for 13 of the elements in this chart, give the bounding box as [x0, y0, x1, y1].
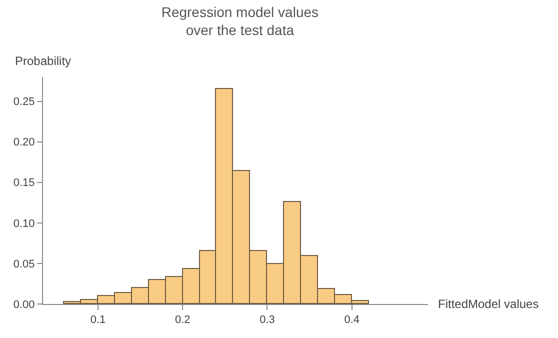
x-tick-label: 0.1 [90, 314, 106, 326]
x-tick-label: 0.4 [344, 314, 360, 326]
y-tick-label: 0.15 [13, 177, 35, 190]
y-tick-label: 0.20 [13, 136, 35, 149]
y-tick-label: 0.25 [13, 96, 35, 108]
chart-title: Regression model values over the test data [161, 4, 319, 38]
x-axis-title: FittedModel values [438, 297, 539, 311]
y-tick-label: 0.10 [13, 218, 35, 230]
y-tick-label: 0.00 [13, 298, 35, 311]
y-tick-label: 0.05 [13, 258, 35, 270]
x-tick-label: 0.2 [174, 314, 190, 326]
y-axis-title: Probability [15, 54, 72, 68]
x-tick-label: 0.3 [260, 314, 275, 326]
